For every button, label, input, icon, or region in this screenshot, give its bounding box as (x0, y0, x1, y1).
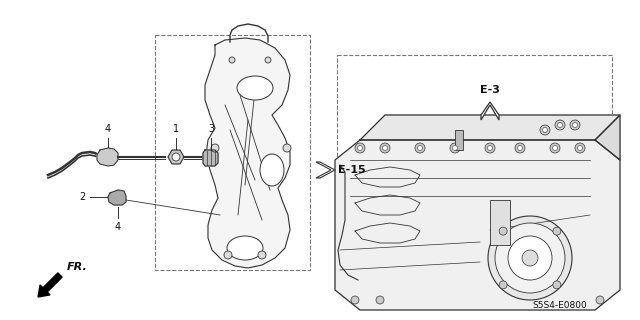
Circle shape (518, 146, 522, 150)
Polygon shape (360, 115, 620, 140)
Circle shape (383, 146, 387, 150)
Circle shape (488, 146, 493, 150)
Circle shape (351, 296, 359, 304)
Circle shape (376, 296, 384, 304)
Circle shape (283, 144, 291, 152)
Polygon shape (335, 140, 620, 310)
Circle shape (543, 127, 547, 132)
Text: 1: 1 (173, 124, 179, 134)
Ellipse shape (237, 76, 273, 100)
Polygon shape (481, 102, 499, 120)
Circle shape (550, 143, 560, 153)
Circle shape (258, 251, 266, 259)
Circle shape (488, 216, 572, 300)
Bar (455, 130, 463, 150)
Circle shape (553, 281, 561, 289)
Circle shape (570, 120, 580, 130)
Text: 3: 3 (208, 124, 214, 134)
Circle shape (450, 143, 460, 153)
Polygon shape (203, 150, 218, 166)
Text: 4: 4 (105, 124, 111, 134)
Text: 2: 2 (79, 192, 85, 202)
Polygon shape (316, 162, 335, 178)
Polygon shape (168, 150, 184, 164)
Circle shape (172, 153, 180, 161)
Circle shape (575, 143, 585, 153)
FancyArrow shape (38, 273, 62, 297)
Ellipse shape (260, 154, 284, 186)
Circle shape (229, 57, 235, 63)
Bar (337, 55, 612, 290)
Polygon shape (205, 38, 290, 268)
Circle shape (552, 146, 557, 150)
Circle shape (417, 146, 422, 150)
Circle shape (495, 223, 565, 293)
Circle shape (508, 236, 552, 280)
Circle shape (358, 146, 362, 150)
Circle shape (499, 227, 507, 235)
Circle shape (553, 227, 561, 235)
Bar (490, 200, 510, 245)
Circle shape (577, 146, 582, 150)
Circle shape (485, 143, 495, 153)
Text: E-15: E-15 (338, 165, 365, 175)
Text: E-3: E-3 (480, 85, 500, 95)
Circle shape (452, 146, 458, 150)
Circle shape (555, 120, 565, 130)
Circle shape (355, 143, 365, 153)
Circle shape (224, 251, 232, 259)
Circle shape (211, 144, 219, 152)
Circle shape (415, 143, 425, 153)
Polygon shape (595, 115, 620, 160)
Polygon shape (97, 148, 118, 166)
Text: 4: 4 (115, 222, 121, 232)
Circle shape (573, 123, 577, 127)
Polygon shape (108, 190, 126, 205)
Text: FR.: FR. (67, 262, 88, 272)
Circle shape (265, 57, 271, 63)
Circle shape (499, 281, 507, 289)
Circle shape (522, 250, 538, 266)
Ellipse shape (227, 236, 263, 260)
Circle shape (540, 125, 550, 135)
Circle shape (380, 143, 390, 153)
Circle shape (557, 123, 563, 127)
Circle shape (596, 296, 604, 304)
Text: S5S4-E0800: S5S4-E0800 (532, 300, 588, 309)
Circle shape (515, 143, 525, 153)
Bar (155, 35, 310, 270)
